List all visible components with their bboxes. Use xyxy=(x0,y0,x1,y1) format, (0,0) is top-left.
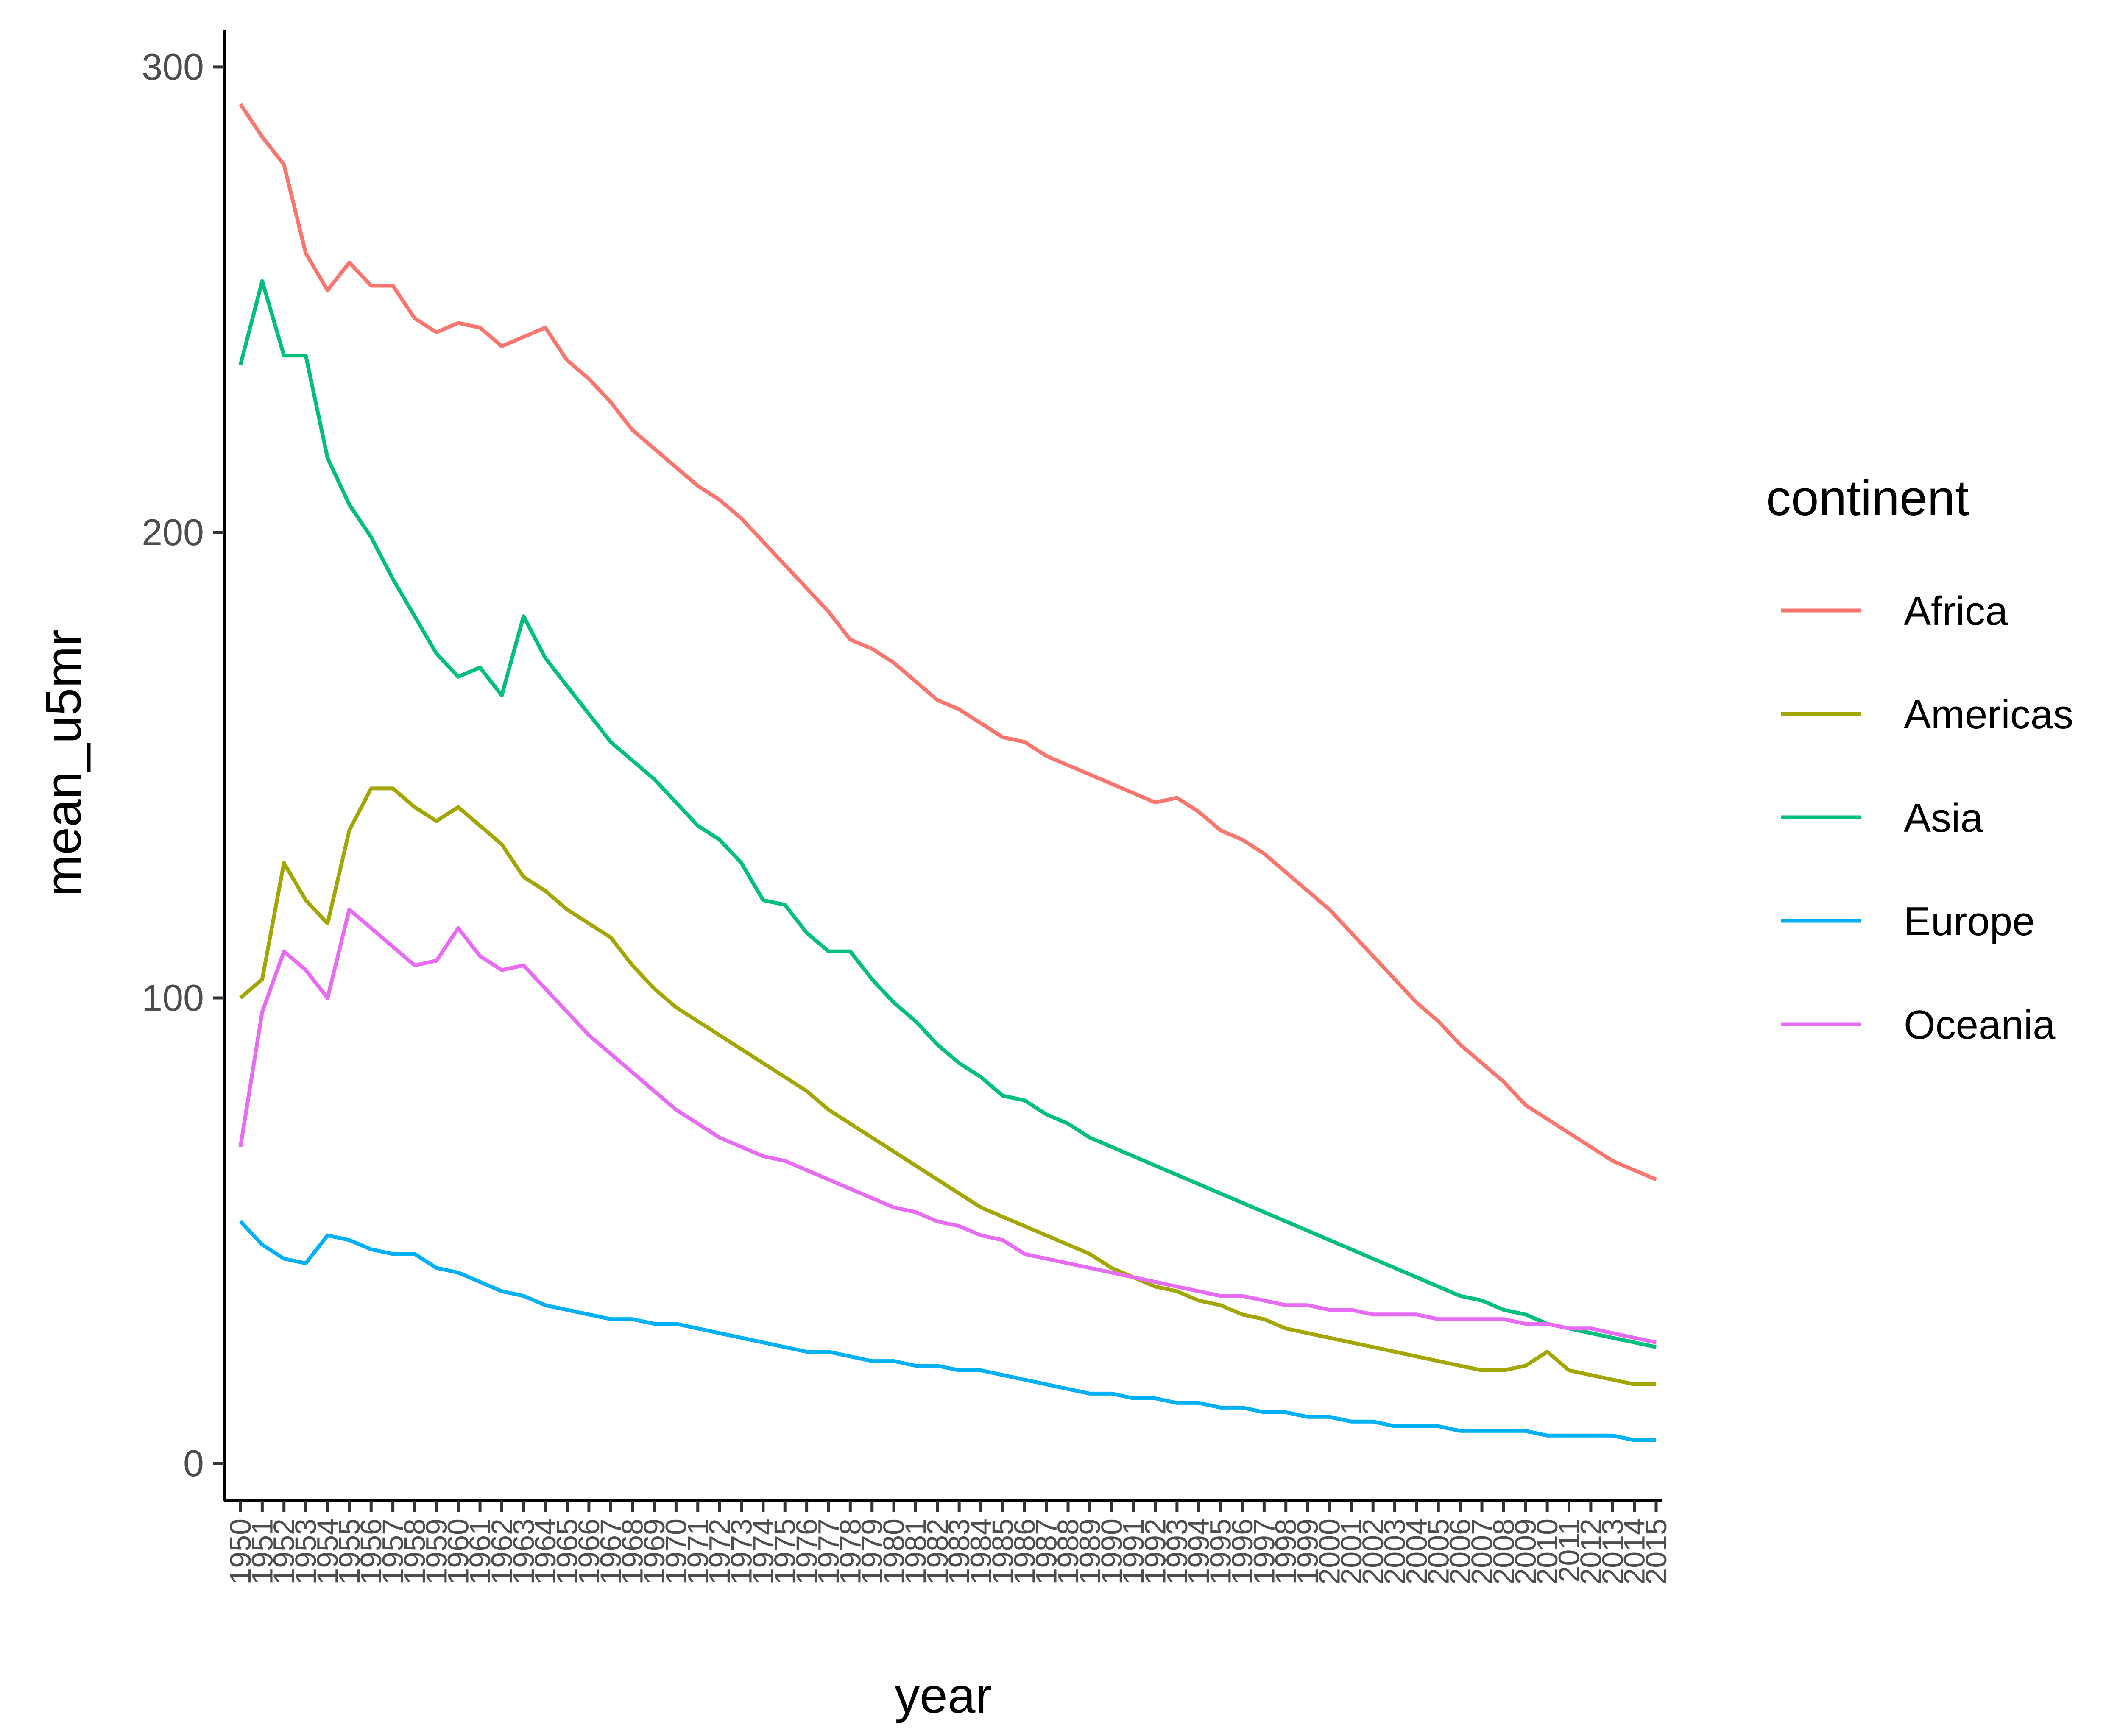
legend-items: Africa Americas Asia Europe Oceania xyxy=(1781,588,2073,1048)
legend: continent Africa Americas Asia Europe Oceani… xyxy=(1766,470,2073,1048)
legend-label-americas: Americas xyxy=(1904,692,2073,737)
x-tick-label: 2001 xyxy=(1335,1519,1368,1585)
x-tick-label: 1991 xyxy=(1117,1519,1150,1585)
x-tick-label: 2005 xyxy=(1422,1519,1455,1585)
x-tick-label: 1956 xyxy=(354,1519,388,1585)
x-tick-label: 1983 xyxy=(943,1519,976,1585)
x-tick-label: 1994 xyxy=(1182,1519,1215,1585)
x-tick-label: 2014 xyxy=(1618,1519,1651,1585)
x-tick-label: 1988 xyxy=(1052,1519,1085,1585)
x-tick-label: 1989 xyxy=(1073,1519,1106,1585)
x-tick-label: 1985 xyxy=(986,1519,1019,1585)
x-tick-label: 1971 xyxy=(681,1519,714,1585)
y-tick-label: 300 xyxy=(142,46,204,88)
y-tick-label: 200 xyxy=(142,511,204,553)
x-tick-label: 1958 xyxy=(398,1519,431,1585)
x-tick-label: 1982 xyxy=(921,1519,954,1585)
x-tick-label: 1996 xyxy=(1226,1519,1259,1585)
x-tick-label: 1950 xyxy=(224,1519,257,1585)
x-tick-label: 1990 xyxy=(1095,1519,1128,1585)
x-tick-label: 1984 xyxy=(965,1519,998,1585)
x-tick-label: 1995 xyxy=(1204,1519,1237,1585)
x-tick-label: 1964 xyxy=(529,1519,562,1585)
x-tick-label: 1981 xyxy=(899,1519,932,1585)
legend-label-africa: Africa xyxy=(1904,588,2008,634)
legend-label-europe: Europe xyxy=(1904,899,2035,944)
series-line-americas xyxy=(239,786,1656,1386)
x-tick-label: 1992 xyxy=(1139,1519,1172,1585)
x-tick-label: 1957 xyxy=(377,1519,410,1585)
x-tick-label: 1977 xyxy=(812,1519,845,1585)
legend-title: continent xyxy=(1766,470,1969,526)
y-axis-title: mean_u5mr xyxy=(36,630,92,897)
y-tick-label: 100 xyxy=(142,977,204,1019)
x-tick-label: 1972 xyxy=(703,1519,736,1585)
x-tick-label: 1968 xyxy=(616,1519,649,1585)
x-tick-label: 2003 xyxy=(1378,1519,1411,1585)
x-tick-label: 1970 xyxy=(659,1519,692,1585)
x-ticks: 1950195119521953195419551956195719581959… xyxy=(224,1501,1673,1585)
x-tick-label: 2000 xyxy=(1313,1519,1346,1585)
x-tick-label: 2011 xyxy=(1553,1519,1586,1583)
y-tick-label: 0 xyxy=(183,1442,204,1484)
x-axis-title: year xyxy=(895,1668,992,1724)
x-tick-label: 1963 xyxy=(507,1519,540,1585)
x-tick-label: 2002 xyxy=(1356,1519,1389,1585)
x-tick-label: 1993 xyxy=(1160,1519,1194,1585)
x-tick-label: 1976 xyxy=(790,1519,823,1585)
x-tick-label: 1952 xyxy=(268,1519,301,1585)
x-tick-label: 1955 xyxy=(333,1519,366,1585)
x-tick-label: 1966 xyxy=(572,1519,605,1585)
x-tick-label: 1975 xyxy=(768,1519,801,1585)
x-tick-label: 2013 xyxy=(1596,1519,1629,1585)
x-tick-label: 1961 xyxy=(463,1519,497,1585)
legend-label-oceania: Oceania xyxy=(1904,1002,2056,1048)
x-tick-label: 2009 xyxy=(1509,1519,1542,1585)
x-tick-label: 1960 xyxy=(442,1519,475,1585)
series-line-europe xyxy=(239,1220,1656,1442)
x-tick-label: 1962 xyxy=(485,1519,518,1585)
x-tick-label: 1999 xyxy=(1291,1519,1324,1585)
x-tick-label: 2007 xyxy=(1465,1519,1498,1585)
x-tick-label: 1980 xyxy=(877,1519,910,1585)
x-tick-label: 2004 xyxy=(1400,1519,1433,1585)
legend-label-asia: Asia xyxy=(1904,795,1983,841)
series-line-africa xyxy=(239,103,1657,1181)
plot-series-group xyxy=(238,103,1657,1442)
x-tick-label: 1974 xyxy=(747,1519,780,1585)
x-tick-label: 1954 xyxy=(311,1519,344,1585)
series-line-asia xyxy=(238,279,1657,1349)
x-tick-label: 2008 xyxy=(1487,1519,1520,1585)
x-tick-label: 2006 xyxy=(1444,1519,1477,1585)
x-tick-label: 1978 xyxy=(834,1519,867,1585)
x-tick-label: 1951 xyxy=(245,1519,279,1585)
x-tick-label: 1986 xyxy=(1008,1519,1041,1585)
x-tick-label: 1973 xyxy=(725,1519,758,1585)
x-tick-label: 1969 xyxy=(638,1519,671,1585)
x-tick-label: 1959 xyxy=(420,1519,453,1585)
x-tick-label: 1987 xyxy=(1030,1519,1063,1585)
x-tick-label: 1979 xyxy=(856,1519,889,1585)
series-line-oceania xyxy=(238,907,1657,1345)
x-tick-label: 2015 xyxy=(1640,1519,1673,1585)
x-tick-label: 1967 xyxy=(594,1519,627,1585)
x-tick-label: 1998 xyxy=(1269,1519,1303,1585)
x-tick-label: 2010 xyxy=(1531,1519,1564,1585)
y-ticks: 0 100 200 300 xyxy=(142,46,224,1484)
x-tick-label: 1953 xyxy=(289,1519,322,1585)
x-tick-label: 1965 xyxy=(551,1519,584,1585)
x-tick-label: 2012 xyxy=(1574,1519,1607,1585)
x-tick-label: 1997 xyxy=(1247,1519,1280,1585)
